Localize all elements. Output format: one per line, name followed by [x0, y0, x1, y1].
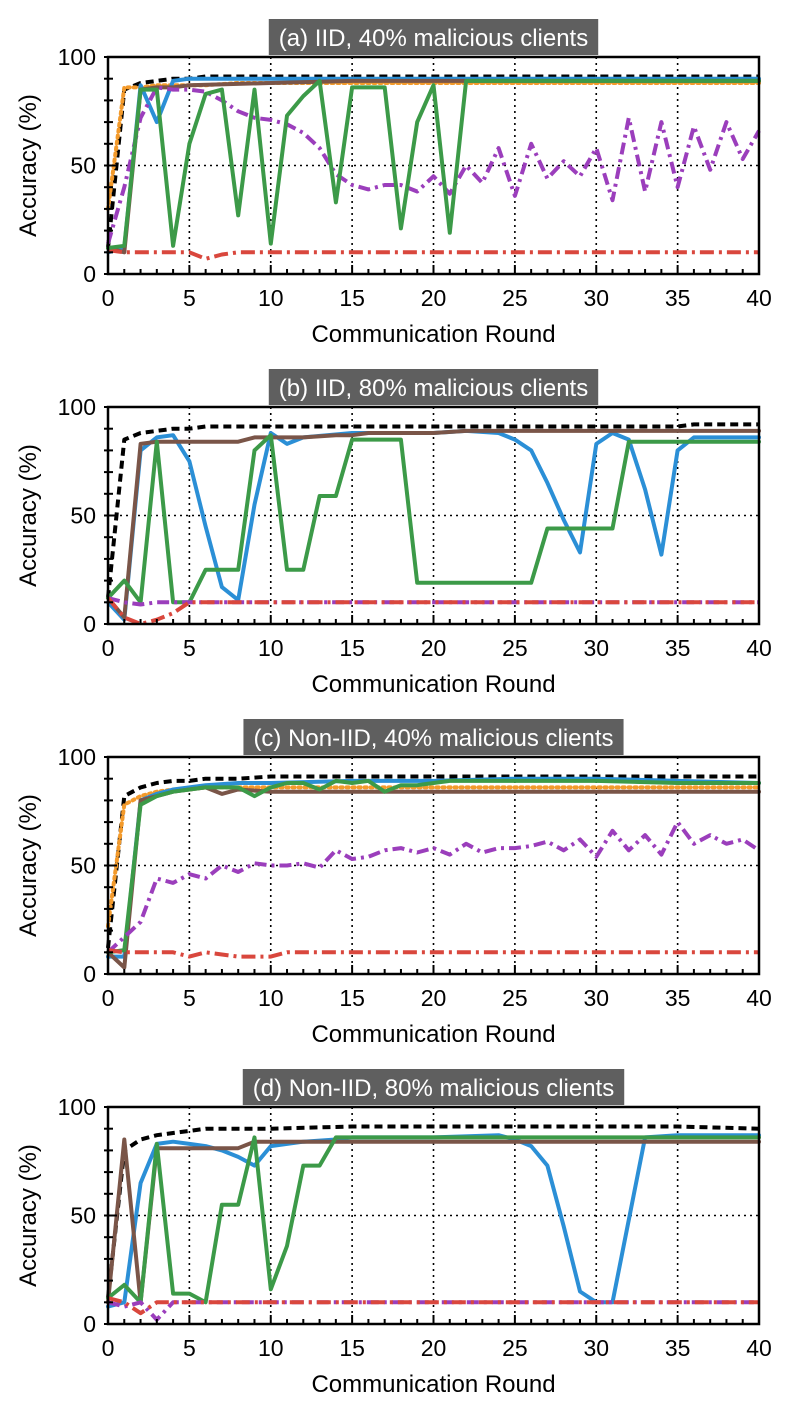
y-tick-label: 100: [58, 744, 96, 770]
series-line-green-solid: [106, 433, 761, 605]
panel-title: (a) IID, 40% malicious clients: [268, 19, 599, 55]
panel-title-text: (c) Non-IID, 40% malicious clients: [253, 725, 613, 752]
panel-title: (d) Non-IID, 80% malicious clients: [242, 1069, 625, 1105]
panel-b: 0 5 10 15 20 25 30 35 40 0 50 100 Communication Roun…: [15, 369, 772, 698]
series-line-black-dashed: [106, 422, 759, 599]
panel-a: 0 5 10 15 20 25 30 35 40 0 50 100 Communication Roun…: [15, 19, 772, 348]
panel-title: (c) Non-IID, 40% malicious clients: [243, 719, 624, 755]
x-tick-label: 5: [183, 985, 196, 1011]
x-tick-label: 30: [583, 285, 609, 311]
x-tick-label: 35: [665, 285, 691, 311]
series-line-purple-dashdot: [106, 85, 761, 245]
panel-title-background: [242, 1069, 625, 1105]
panel-title-background: [268, 19, 599, 55]
y-tick-label: 50: [70, 153, 96, 179]
x-tick-label: 35: [665, 1335, 691, 1361]
y-tick-label: 50: [70, 853, 96, 879]
x-tick-label: 0: [102, 985, 115, 1011]
y-tick-label: 0: [83, 961, 96, 987]
y-tick-label: 100: [58, 44, 96, 70]
series-line-red-dashdot: [107, 248, 759, 261]
x-tick-label: 15: [339, 635, 365, 661]
y-axis-label: Accuracy (%): [15, 794, 42, 937]
panel-title-background: [243, 719, 624, 755]
x-tick-label: 40: [746, 1335, 772, 1361]
series-line-red-dashdot: [107, 1296, 759, 1316]
y-axis-label: Accuracy (%): [15, 94, 42, 237]
x-tick-label: 0: [102, 635, 115, 661]
panel-title: (b) IID, 80% malicious clients: [268, 369, 599, 405]
series-line-green-solid: [106, 1135, 761, 1305]
series-line-black-dashed: [106, 74, 759, 249]
x-tick-label: 5: [183, 635, 196, 661]
x-tick-label: 0: [102, 285, 115, 311]
x-tick-label: 40: [746, 285, 772, 311]
y-tick-label: 100: [58, 394, 96, 420]
x-tick-label: 15: [339, 285, 365, 311]
panel-d: 0 5 10 15 20 25 30 35 40 0 50 100 Communication Roun…: [15, 1069, 772, 1398]
series-line-red-dashdot: [107, 948, 759, 959]
x-tick-label: 10: [258, 285, 284, 311]
x-tick-label: 30: [583, 1335, 609, 1361]
x-tick-label: 25: [502, 635, 528, 661]
y-axis-label: Accuracy (%): [15, 1144, 42, 1287]
x-tick-label: 5: [183, 1335, 196, 1361]
series-line-green-solid: [106, 778, 761, 955]
x-axis-label: Communication Round: [311, 1021, 555, 1048]
series-line-black-dashed: [106, 1124, 760, 1299]
y-tick-label: 50: [70, 503, 96, 529]
x-tick-label: 25: [502, 1335, 528, 1361]
x-tick-label: 10: [258, 635, 284, 661]
x-tick-label: 35: [665, 985, 691, 1011]
panel-title-text: (a) IID, 40% malicious clients: [279, 25, 588, 52]
series-line-orange-dotted: [106, 785, 761, 929]
x-tick-label: 20: [421, 985, 447, 1011]
x-tick-label: 0: [102, 1335, 115, 1361]
x-axis-label: Communication Round: [311, 1371, 555, 1398]
panel-title-background: [268, 369, 599, 405]
x-tick-label: 30: [583, 635, 609, 661]
x-tick-label: 35: [665, 635, 691, 661]
x-axis-label: Communication Round: [311, 671, 555, 698]
x-tick-label: 25: [502, 985, 528, 1011]
panel-title-text: (d) Non-IID, 80% malicious clients: [253, 1075, 614, 1102]
y-axis-label: Accuracy (%): [15, 444, 42, 587]
x-tick-label: 40: [746, 635, 772, 661]
series-line-purple-dashdot: [107, 596, 759, 607]
series-line-blue-solid: [106, 1133, 761, 1309]
panel-c: 0 5 10 15 20 25 30 35 40 0 50 100 Communication Roun…: [15, 719, 772, 1048]
x-tick-label: 30: [583, 985, 609, 1011]
x-tick-label: 20: [421, 1335, 447, 1361]
y-tick-label: 50: [70, 1203, 96, 1229]
series-line-purple-dashdot: [106, 820, 761, 954]
series-line-green-solid: [106, 78, 761, 250]
x-tick-label: 20: [421, 635, 447, 661]
x-tick-label: 15: [339, 985, 365, 1011]
y-tick-label: 100: [58, 1094, 96, 1120]
series-line-blue-solid: [106, 76, 761, 255]
x-tick-label: 5: [183, 285, 196, 311]
series-line-blue-solid: [106, 428, 761, 622]
x-tick-label: 10: [258, 1335, 284, 1361]
y-tick-label: 0: [83, 611, 96, 637]
series-line-brown-solid: [106, 1137, 761, 1305]
series-line-black-dashed: [106, 774, 759, 949]
x-tick-label: 20: [421, 285, 447, 311]
x-tick-label: 40: [746, 985, 772, 1011]
x-tick-label: 10: [258, 985, 284, 1011]
x-tick-label: 15: [339, 1335, 365, 1361]
y-tick-label: 0: [83, 1311, 96, 1337]
x-axis-label: Communication Round: [311, 321, 555, 348]
x-tick-label: 25: [502, 285, 528, 311]
panel-title-text: (b) IID, 80% malicious clients: [279, 375, 588, 402]
y-tick-label: 0: [83, 261, 96, 287]
